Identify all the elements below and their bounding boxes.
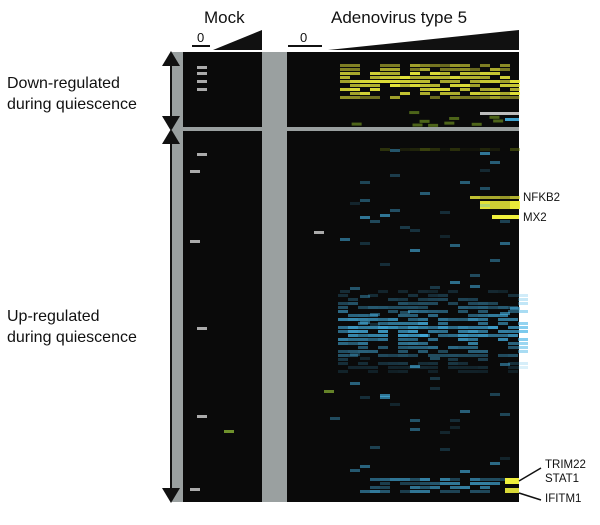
adenovirus-label: Adenovirus type 5 [331, 8, 468, 27]
up-regulated-arrow [162, 129, 180, 503]
mock-panel [183, 52, 262, 502]
gene-label-trim22: TRIM22 [545, 459, 586, 471]
mock-label: Mock [204, 8, 245, 27]
trim22-callout-line [518, 467, 542, 482]
down-regulated-arrow [162, 51, 180, 131]
left-gray-bar [172, 52, 183, 502]
gene-label-mx2: MX2 [523, 212, 547, 224]
cluster-separator [172, 127, 519, 131]
mock-zero-label: 0 [197, 30, 205, 45]
gene-label-stat1: STAT1 [545, 473, 580, 485]
mock-gradient-wedge [213, 30, 262, 50]
up-regulated-label: Up-regulated during quiescence [7, 308, 137, 346]
ifitm1-callout-line [518, 492, 542, 501]
panel-separator [262, 52, 287, 502]
adeno-zero-label: 0 [300, 30, 308, 45]
heatmap-cells [190, 64, 528, 493]
gene-label-ifitm1: IFITM1 [545, 493, 582, 505]
adenovirus-panel [287, 52, 519, 502]
down-regulated-label: Down-regulated during quiescence [7, 75, 137, 113]
gene-label-nfkb2: NFKB2 [523, 192, 561, 204]
adeno-gradient-wedge [328, 30, 519, 50]
